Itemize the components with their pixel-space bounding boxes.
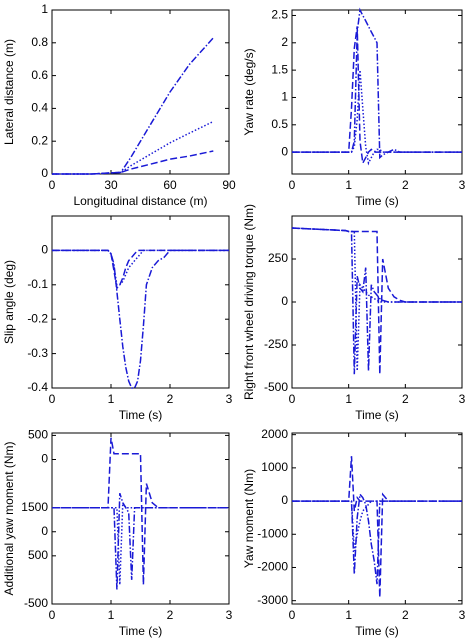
y-axis-label: Right front wheel driving torque (Nm) [242, 204, 256, 400]
y-axis-label: Lateral distance (m) [2, 39, 16, 145]
y-tick-label: 0 [41, 452, 48, 466]
data-line [52, 249, 229, 389]
x-axis-label: Time (s) [119, 408, 163, 422]
data-line [292, 492, 462, 585]
y-axis-label: Slip angle (deg) [2, 260, 16, 344]
data-line [292, 456, 462, 598]
x-axis-label: Longitudinal distance (m) [73, 194, 207, 208]
axes-box [51, 432, 230, 605]
y-tick-label: 0.8 [31, 35, 48, 49]
x-tick-label: 0 [289, 392, 296, 406]
y-tick-label: -2000 [257, 560, 288, 574]
axes-box [51, 9, 230, 175]
x-tick-label: 60 [163, 178, 177, 192]
data-line [292, 7, 462, 160]
x-tick-label: 1 [108, 392, 115, 406]
y-tick-label: 1 [281, 90, 288, 104]
y-tick-label: 250 [268, 251, 288, 265]
y-axis-label: Yaw moment (Nm) [242, 469, 256, 568]
data-line [52, 37, 214, 175]
y-tick-label: 1 [41, 2, 48, 16]
data-line [52, 150, 214, 175]
x-tick-label: 30 [104, 178, 118, 192]
data-line [292, 500, 462, 552]
x-tick-label: 1 [345, 392, 352, 406]
y-tick-label: 2000 [261, 427, 288, 441]
x-tick-label: 3 [226, 608, 233, 622]
y-tick-label: 0 [281, 144, 288, 158]
axes-box [291, 9, 463, 175]
y-tick-label: 500 [28, 428, 48, 442]
y-tick-label: -0.4 [27, 380, 48, 394]
x-tick-label: 1 [108, 608, 115, 622]
y-tick-label: 2 [281, 35, 288, 49]
data-line [291, 227, 462, 375]
x-tick-label: 2 [167, 392, 174, 406]
y-tick-label: 0.6 [31, 68, 48, 82]
y-tick-label: 0 [41, 166, 48, 180]
x-tick-label: 3 [459, 392, 466, 406]
y-tick-label: 0.2 [31, 133, 48, 147]
x-tick-label: 0 [49, 392, 56, 406]
y-tick-label: 1.5 [271, 62, 288, 76]
axes-box [51, 215, 230, 389]
x-tick-label: 3 [459, 608, 466, 622]
data-line [52, 249, 229, 290]
data-line [52, 249, 229, 286]
x-axis-label: Time (s) [355, 194, 399, 208]
y-tick-label: -500 [264, 380, 288, 394]
y-tick-label: 0 [41, 243, 48, 257]
y-tick-label: 1500 [21, 500, 48, 514]
y-tick-label: 0 [281, 493, 288, 507]
y-tick-label: 0 [281, 294, 288, 308]
x-tick-label: 0 [49, 178, 56, 192]
x-tick-label: 3 [226, 392, 233, 406]
y-tick-label: -3000 [257, 593, 288, 607]
y-tick-label: 2.5 [271, 8, 288, 22]
x-tick-label: 3 [459, 178, 466, 192]
data-line [52, 492, 229, 590]
x-axis-label: Time (s) [355, 408, 399, 422]
y-tick-label: 1000 [261, 460, 288, 474]
y-tick-label: 500 [28, 548, 48, 562]
x-tick-label: 90 [222, 178, 236, 192]
data-line [291, 227, 462, 371]
data-line [52, 500, 229, 585]
y-tick-label: 0.5 [271, 117, 288, 131]
y-tick-label: -0.1 [27, 277, 48, 291]
y-tick-label: -0.3 [27, 346, 48, 360]
y-tick-label: 0 [41, 524, 48, 538]
y-tick-label: -500 [24, 596, 48, 610]
x-tick-label: 2 [402, 608, 409, 622]
y-axis-label: Additional yaw moment (Nm) [2, 441, 16, 595]
x-tick-label: 0 [289, 178, 296, 192]
x-tick-label: 1 [345, 178, 352, 192]
x-tick-label: 1 [345, 608, 352, 622]
x-axis-label: Time (s) [355, 624, 399, 638]
data-line [52, 437, 229, 585]
data-line [292, 70, 462, 166]
y-axis-label: Yaw rate (deg/s) [242, 48, 256, 135]
y-tick-label: -250 [264, 337, 288, 351]
x-tick-label: 2 [402, 178, 409, 192]
axes-box [291, 432, 463, 605]
x-tick-label: 0 [49, 608, 56, 622]
data-line [52, 120, 214, 175]
x-axis-label: Time (s) [119, 624, 163, 638]
x-tick-label: 2 [402, 392, 409, 406]
x-tick-label: 2 [167, 608, 174, 622]
y-tick-label: -0.2 [27, 311, 48, 325]
y-tick-label: -1000 [257, 526, 288, 540]
x-tick-label: 0 [289, 608, 296, 622]
y-tick-label: 0.4 [31, 101, 48, 115]
